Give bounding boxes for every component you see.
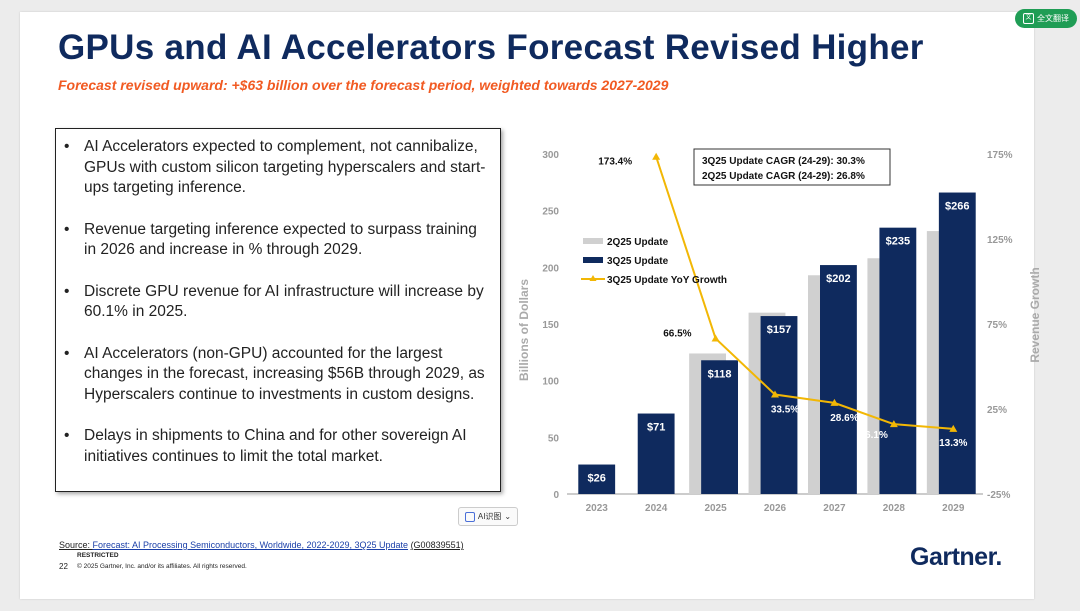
bullet-item: AI Accelerators (non-GPU) accounted for … bbox=[64, 344, 492, 406]
copyright: © 2025 Gartner, Inc. and/or its affiliat… bbox=[77, 563, 247, 570]
growth-point bbox=[652, 152, 661, 160]
growth-label: 28.6% bbox=[830, 413, 858, 424]
bar-3q25 bbox=[637, 413, 675, 494]
cagr-line: 3Q25 Update CAGR (24-29): 30.3% bbox=[702, 156, 865, 167]
page-title: GPUs and AI Accelerators Forecast Revise… bbox=[58, 28, 924, 67]
y-tick-label: 50 bbox=[548, 433, 560, 444]
x-tick-label: 2027 bbox=[823, 503, 846, 514]
growth-point bbox=[771, 390, 779, 398]
bar-value-label: $26 bbox=[588, 473, 606, 485]
source-prefix: Source: bbox=[59, 540, 93, 550]
y2-tick-label: -25% bbox=[987, 490, 1010, 501]
growth-label: 16.1% bbox=[859, 430, 887, 441]
bar-3q25 bbox=[820, 265, 857, 494]
bullet-item: AI Accelerators expected to complement, … bbox=[64, 137, 492, 199]
y-tick-label: 150 bbox=[542, 320, 559, 331]
x-tick-label: 2025 bbox=[704, 503, 727, 514]
x-tick-label: 2026 bbox=[764, 503, 787, 514]
bullet-item: Discrete GPU revenue for AI infrastructu… bbox=[64, 282, 492, 323]
ai-image-label: AI识图 bbox=[477, 512, 502, 521]
legend-label: 3Q25 Update YoY Growth bbox=[607, 275, 727, 286]
ai-scan-icon bbox=[464, 511, 475, 522]
growth-point bbox=[889, 420, 898, 428]
bullet-item: Delays in shipments to China and for oth… bbox=[64, 426, 492, 467]
legend-swatch-2q25 bbox=[583, 238, 603, 244]
legend-label: 2Q25 Update bbox=[607, 237, 669, 248]
y2-tick-label: 175% bbox=[987, 150, 1013, 161]
bar-3q25 bbox=[938, 192, 976, 494]
growth-label: 173.4% bbox=[598, 157, 632, 168]
bullet-item: Revenue targeting inference expected to … bbox=[64, 220, 492, 261]
legend-swatch-3q25 bbox=[583, 257, 603, 263]
chevron-down-icon: ⌄ bbox=[504, 512, 512, 521]
page-subtitle: Forecast revised upward: +$63 billion ov… bbox=[58, 77, 669, 93]
y2-tick-label: 25% bbox=[987, 405, 1007, 416]
source-link[interactable]: Forecast: AI Processing Semiconductors, … bbox=[92, 540, 409, 550]
growth-point bbox=[830, 398, 839, 406]
bar-value-label: $202 bbox=[826, 273, 850, 285]
x-tick-label: 2023 bbox=[586, 503, 609, 514]
bar-value-label: $71 bbox=[647, 422, 665, 434]
bar-3q25 bbox=[701, 360, 738, 494]
y2-tick-label: 125% bbox=[987, 235, 1013, 246]
y-axis-label: Billions of Dollars bbox=[517, 279, 531, 381]
growth-point bbox=[711, 334, 720, 342]
translate-icon: 文 bbox=[1023, 13, 1034, 24]
y-tick-label: 100 bbox=[542, 377, 559, 388]
growth-label: 66.5% bbox=[663, 328, 691, 339]
growth-label: 13.3% bbox=[939, 438, 967, 449]
legend-label: 3Q25 Update bbox=[607, 256, 669, 267]
x-tick-label: 2028 bbox=[883, 503, 906, 514]
source-code: (G00839551) bbox=[410, 540, 464, 550]
bullet-box: AI Accelerators expected to complement, … bbox=[55, 128, 501, 492]
x-tick-label: 2029 bbox=[942, 503, 965, 514]
revenue-chart: Billions of Dollars Revenue Growth 0 50 10… bbox=[517, 148, 1042, 514]
page-number: 22 bbox=[59, 562, 68, 571]
bar-3q25 bbox=[760, 316, 798, 494]
cagr-annotation: 3Q25 Update CAGR (24-29): 30.3% 2Q25 Upd… bbox=[693, 148, 891, 186]
y2-axis-label: Revenue Growth bbox=[1028, 267, 1042, 362]
translate-button[interactable]: 文 全文翻译 bbox=[1015, 9, 1077, 28]
ai-image-button[interactable]: AI识图 ⌄ bbox=[458, 507, 518, 526]
cagr-line: 2Q25 Update CAGR (24-29): 26.8% bbox=[702, 171, 865, 182]
y-tick-label: 250 bbox=[542, 207, 559, 218]
y-tick-label: 200 bbox=[542, 263, 559, 274]
bar-value-label: $157 bbox=[767, 324, 791, 336]
bar-value-label: $266 bbox=[945, 201, 969, 213]
growth-label: 33.5% bbox=[771, 405, 799, 416]
source-note: Source: Forecast: AI Processing Semicond… bbox=[59, 540, 464, 550]
legend: 2Q25 Update 3Q25 Update 3Q25 Update YoY … bbox=[581, 237, 727, 286]
y-tick-label: 300 bbox=[542, 150, 559, 161]
bar-3q25 bbox=[879, 227, 917, 494]
legend-marker-growth bbox=[589, 275, 597, 281]
x-tick-label: 2024 bbox=[645, 503, 668, 514]
translate-label: 全文翻译 bbox=[1037, 14, 1069, 23]
bar-value-label: $235 bbox=[886, 236, 910, 248]
restricted-label: RESTRICTED bbox=[77, 552, 119, 559]
growth-line bbox=[655, 156, 954, 430]
y2-tick-label: 75% bbox=[987, 320, 1007, 331]
bar-value-label: $118 bbox=[708, 368, 732, 380]
y-tick-label: 0 bbox=[553, 490, 559, 501]
gartner-logo: Gartner. bbox=[910, 543, 1002, 571]
growth-point bbox=[949, 424, 958, 432]
bar-3q25 bbox=[578, 464, 616, 494]
